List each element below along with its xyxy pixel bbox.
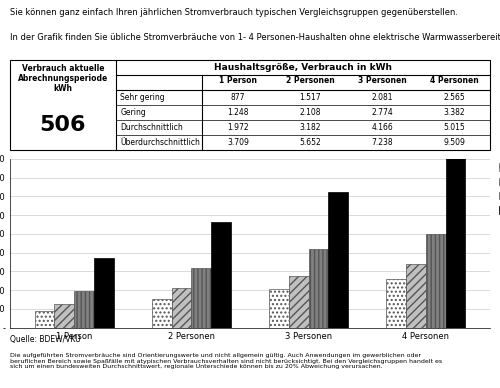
Text: Überdurchschnittlich: Überdurchschnittlich [120, 138, 200, 147]
Text: Sehr gering: Sehr gering [120, 93, 165, 102]
Text: Gering: Gering [120, 108, 146, 117]
Text: 2 Personen: 2 Personen [286, 76, 335, 85]
Bar [212, 222, 232, 327]
Text: 2.108: 2.108 [299, 108, 321, 117]
Bar [406, 264, 425, 327]
Text: 3.709: 3.709 [227, 138, 249, 147]
Text: 1 Person: 1 Person [219, 76, 257, 85]
Bar [386, 279, 406, 327]
Text: 2.081: 2.081 [372, 93, 393, 102]
Bar [192, 268, 212, 327]
Text: Haushaltsgröße, Verbrauch in kWh: Haushaltsgröße, Verbrauch in kWh [214, 62, 392, 72]
Text: Die aufgeführten Stromverbräuche sind Orientierungswerte und nicht allgemein gül: Die aufgeführten Stromverbräuche sind Or… [10, 353, 442, 369]
Text: 5.652: 5.652 [299, 138, 321, 147]
Text: 3 Personen: 3 Personen [358, 76, 406, 85]
Text: Sie können ganz einfach Ihren jährlichen Stromverbrauch typischen Vergleichsgrup: Sie können ganz einfach Ihren jährlichen… [10, 8, 458, 17]
Text: 5.015: 5.015 [443, 123, 465, 132]
Bar [328, 192, 348, 327]
Text: 3.382: 3.382 [443, 108, 465, 117]
Text: 9.509: 9.509 [443, 138, 465, 147]
Text: 877: 877 [231, 93, 246, 102]
Text: 3.182: 3.182 [299, 123, 321, 132]
Bar [74, 291, 94, 327]
Bar [288, 275, 308, 327]
Text: 2.565: 2.565 [443, 93, 465, 102]
Bar [34, 311, 54, 327]
Legend: Sehr gering, Gering, Durchschnittlich, Überdurchschnittlich: Sehr gering, Gering, Durchschnittlich, Ü… [498, 163, 500, 215]
Bar [172, 288, 192, 327]
Bar [54, 304, 74, 327]
Text: 1.972: 1.972 [227, 123, 249, 132]
Text: 1.248: 1.248 [228, 108, 249, 117]
Text: 7.238: 7.238 [371, 138, 393, 147]
Bar [308, 249, 328, 327]
Bar [94, 258, 114, 327]
Bar [426, 234, 446, 327]
Text: 506: 506 [40, 115, 86, 135]
Text: 1.517: 1.517 [299, 93, 321, 102]
Bar [152, 299, 172, 327]
Text: Verbrauch aktuelle
Abrechnungsperiode
kWh: Verbrauch aktuelle Abrechnungsperiode kW… [18, 64, 108, 94]
Text: In der Grafik finden Sie übliche Stromverbräuche von 1- 4 Personen-Haushalten oh: In der Grafik finden Sie übliche Stromve… [10, 33, 500, 42]
Text: 2.774: 2.774 [371, 108, 393, 117]
Bar [446, 149, 466, 327]
Text: Quelle: BDEW/VKU: Quelle: BDEW/VKU [10, 334, 81, 343]
Text: Durchschnittlich: Durchschnittlich [120, 123, 183, 132]
Bar [268, 289, 288, 327]
Text: 4 Personen: 4 Personen [430, 76, 478, 85]
Text: 4.166: 4.166 [371, 123, 393, 132]
